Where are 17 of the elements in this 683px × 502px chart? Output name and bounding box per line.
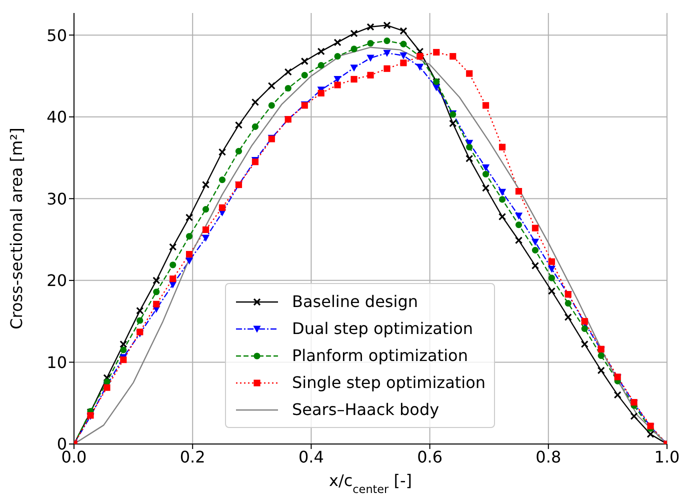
x-tick-label: 0.8 — [536, 447, 562, 466]
y-tick-label: 20 — [46, 271, 67, 290]
y-tick-label: 50 — [46, 26, 67, 45]
y-tick-label: 30 — [46, 189, 67, 208]
y-axis-title: Cross-sectional area [m²] — [7, 128, 26, 330]
x-tick-label: 0.4 — [298, 447, 324, 466]
x-tick-label: 0.6 — [417, 447, 443, 466]
x-axis-title: x/c$_{center}$ [-] — [329, 471, 412, 496]
legend-label: Dual step optimization — [292, 319, 474, 338]
legend-label: Sears–Haack body — [292, 400, 440, 419]
x-tick-label: 0.2 — [180, 447, 206, 466]
legend-label: Baseline design — [292, 292, 418, 311]
y-tick-label: 40 — [46, 108, 67, 127]
y-tick-label: 10 — [46, 352, 67, 372]
x-tick-label: 1.0 — [654, 447, 680, 466]
legend-label: Planform optimization — [292, 346, 468, 365]
legend-label: Single step optimization — [292, 373, 486, 392]
